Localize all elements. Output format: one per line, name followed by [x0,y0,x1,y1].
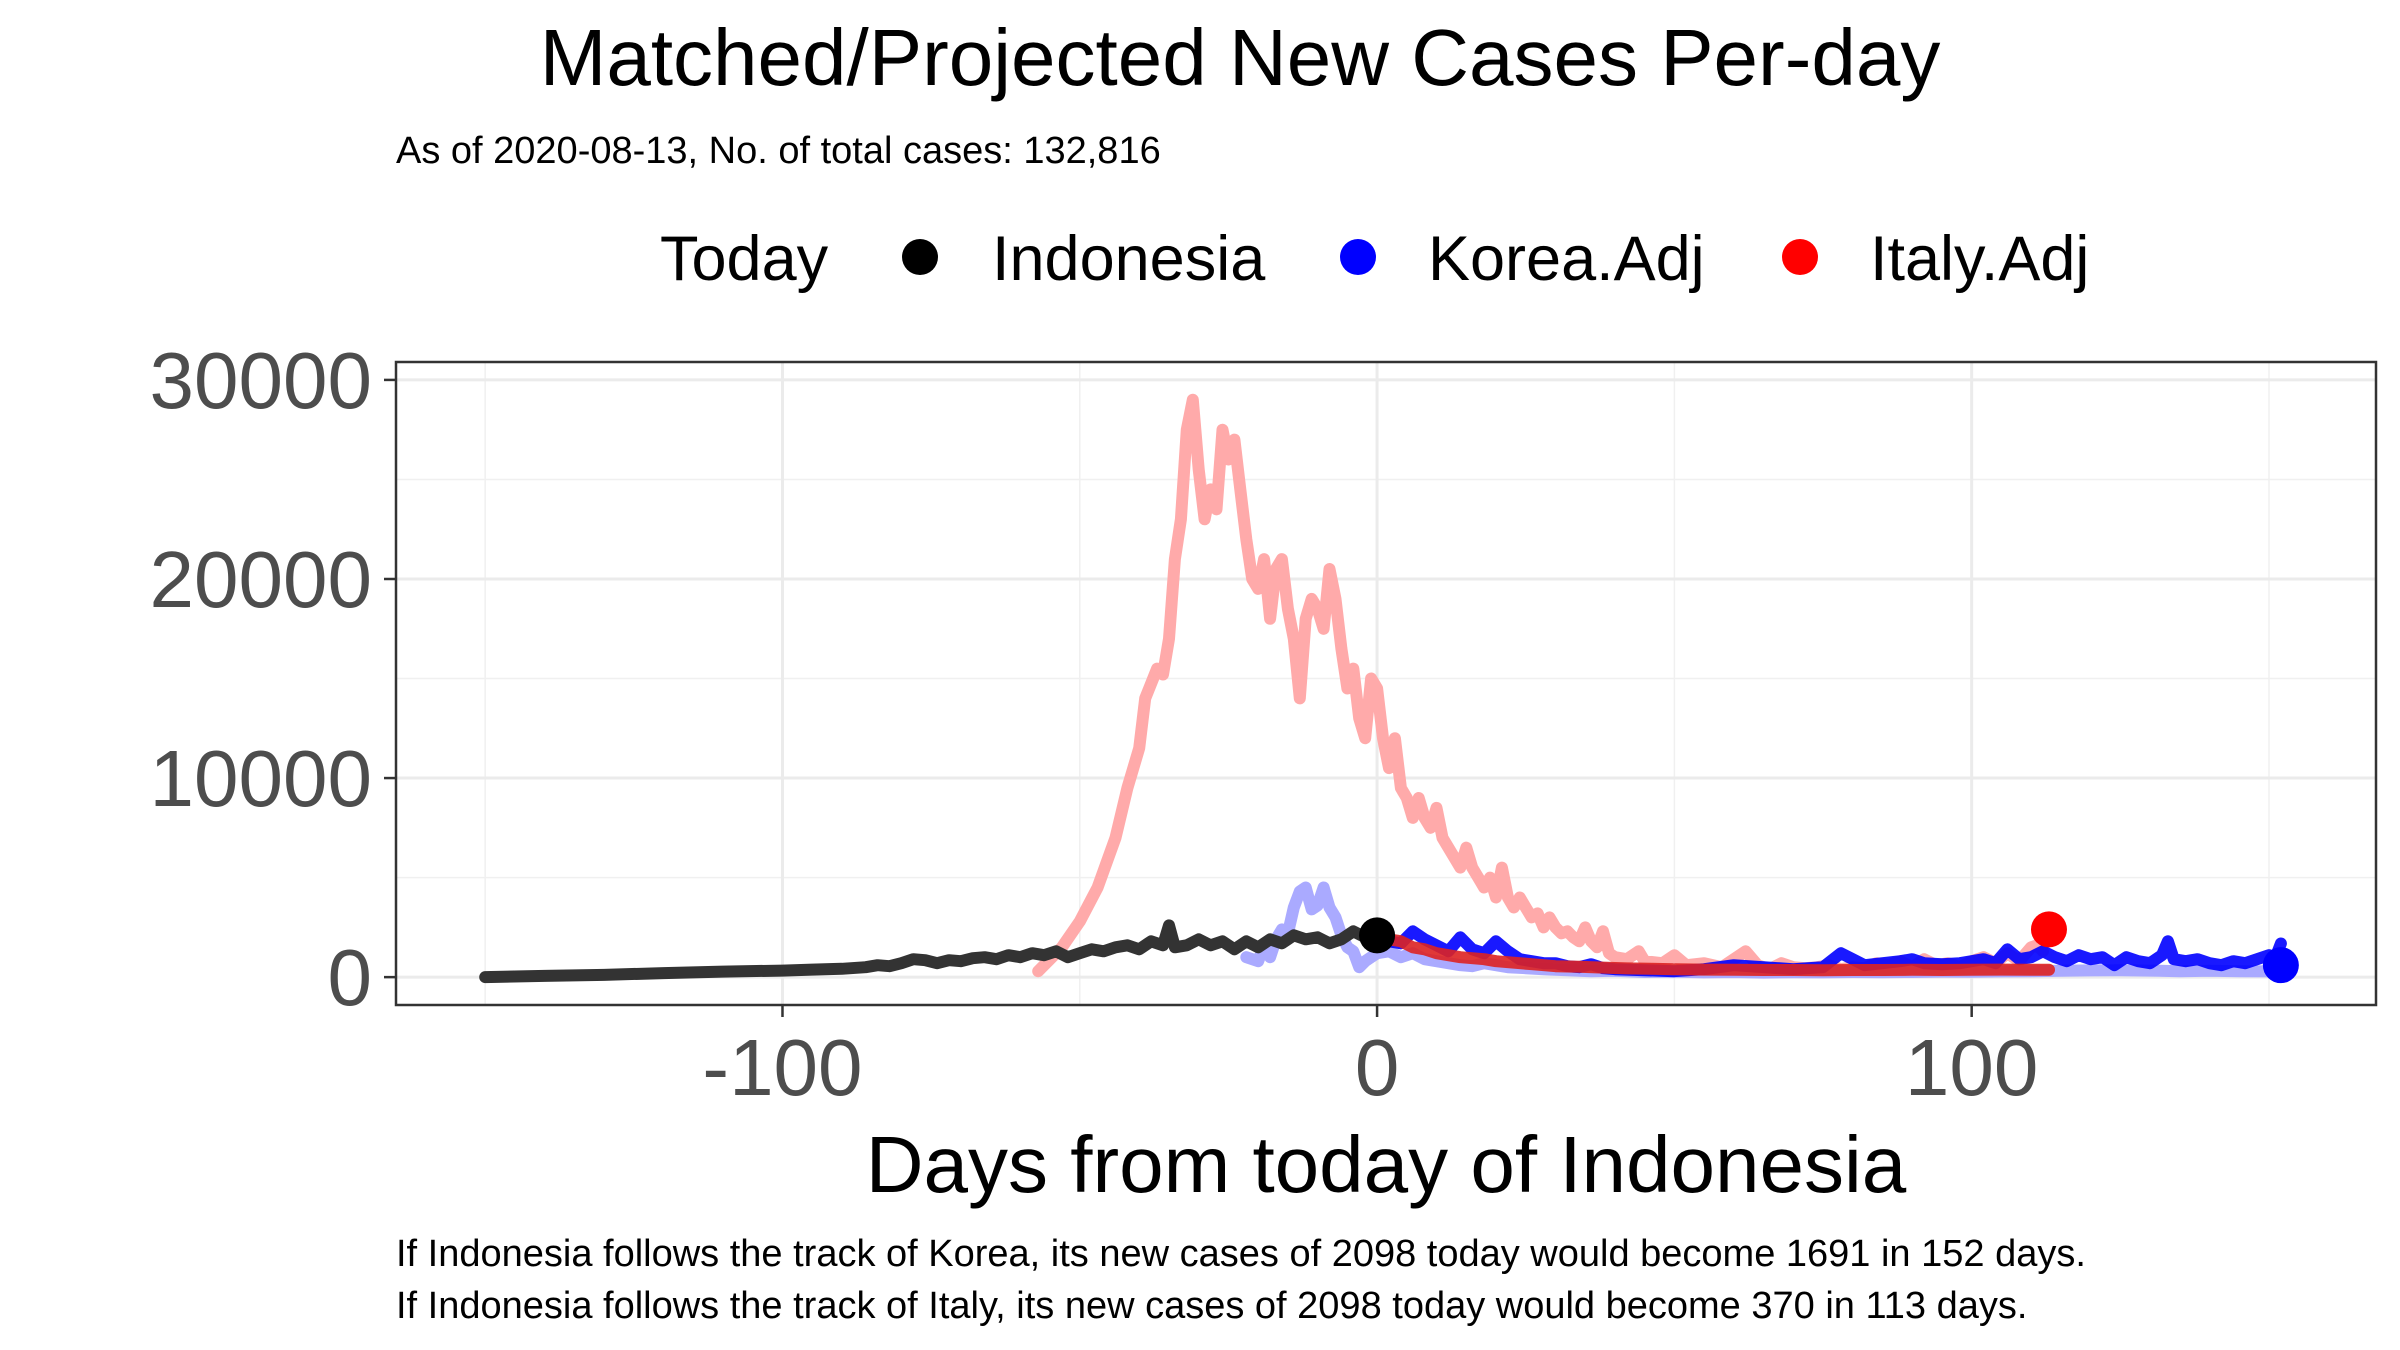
plot-border [394,360,2378,1007]
y-tick-label: 20000 [150,535,372,624]
legend: Today Indonesia Korea.Adj Italy.Adj [660,224,2089,294]
x-tick-label: 0 [1355,1023,1400,1112]
series-layer [479,393,2287,984]
today-point-indonesia [1359,917,1396,954]
series-line-italy-adj-projected [1371,929,2055,977]
today-point-korea-adj [2262,947,2299,984]
today-markers [1359,911,2299,984]
legend-label-italy: Italy.Adj [1870,224,2089,294]
annotation-italy: If Indonesia follows the track of Italy,… [396,1285,2027,1327]
legend-label-indonesia: Indonesia [992,224,1266,294]
series-line-indonesia-actual [479,919,1384,984]
plot-panel [396,362,2376,1005]
legend-label-korea: Korea.Adj [1428,224,1705,294]
legend-title: Today [660,224,829,294]
chart-title: Matched/Projected New Cases Per-day [540,13,1941,102]
today-point-italy-adj [2030,911,2067,948]
x-tick-label: -100 [702,1023,862,1112]
x-axis: -100 0 100 [702,1005,2038,1112]
y-tick-label: 30000 [150,336,372,425]
legend-marker-italy [1782,239,1818,275]
y-axis: 0 10000 20000 30000 [150,336,396,1022]
legend-marker-korea [1340,239,1376,275]
annotation-korea: If Indonesia follows the track of Korea,… [396,1233,2086,1275]
legend-marker-indonesia [902,239,938,275]
y-tick-label: 10000 [150,734,372,823]
y-tick-label: 0 [328,933,373,1022]
series-line-korea-adj-projected [1371,925,2287,978]
chart-subtitle: As of 2020-08-13, No. of total cases: 13… [396,130,1161,172]
x-tick-label: 100 [1905,1023,2038,1112]
x-axis-title: Days from today of Indonesia [866,1120,1907,1209]
